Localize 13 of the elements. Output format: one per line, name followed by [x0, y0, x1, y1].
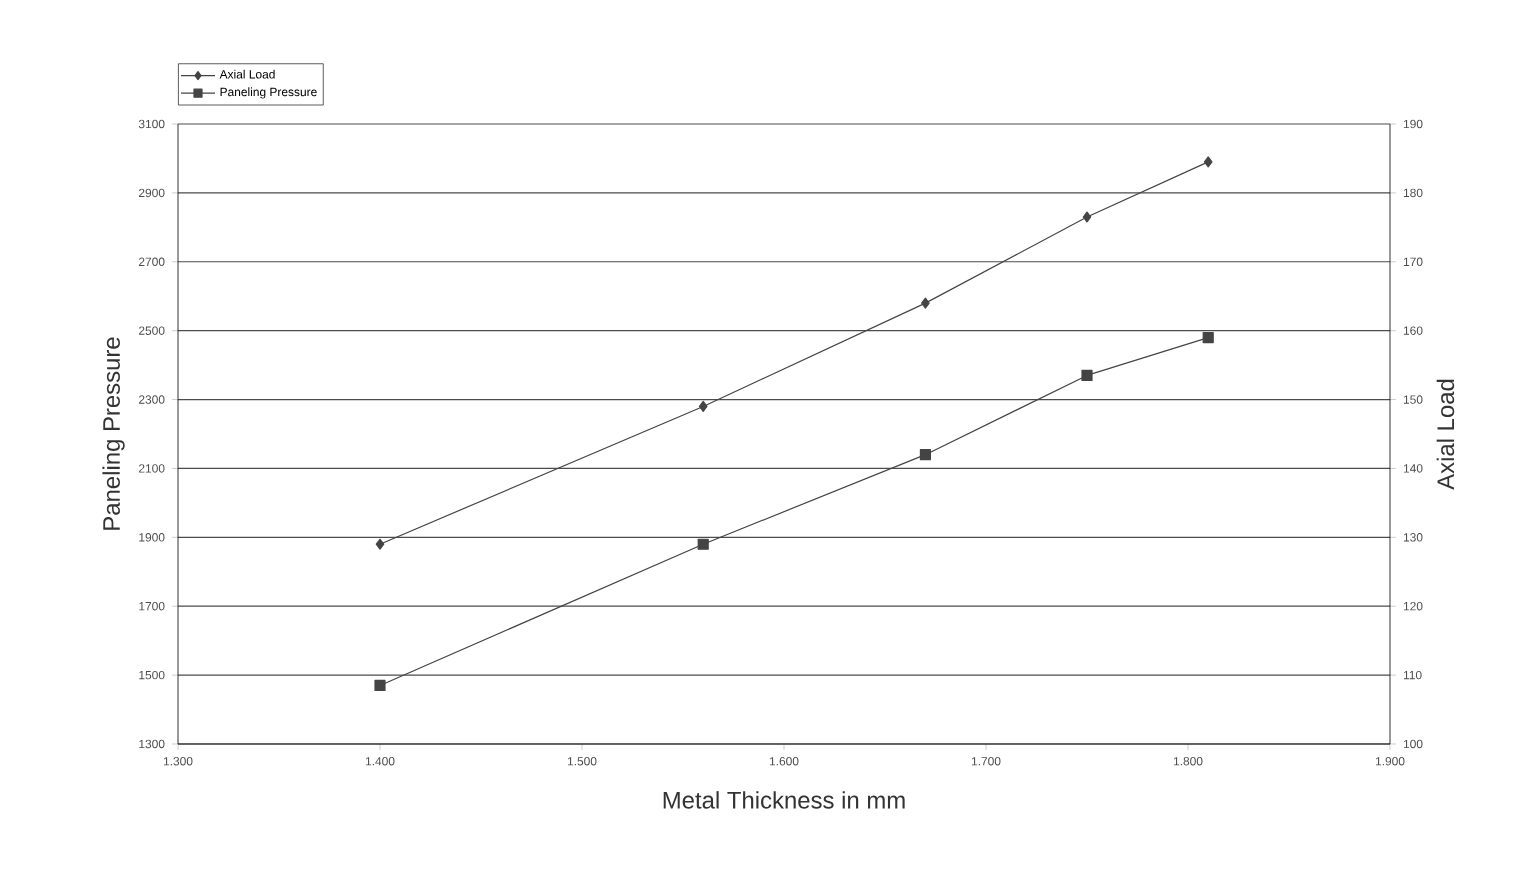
point: [374, 679, 386, 692]
point: [697, 538, 709, 550]
point: [375, 538, 385, 550]
point: [921, 297, 930, 309]
point: [1082, 211, 1092, 223]
point: [919, 449, 931, 461]
x-axis-title: Metal Thickness in mm: [663, 791, 905, 809]
point: [1203, 156, 1213, 168]
point: [1202, 331, 1214, 344]
y-axis-title: Paneling Pressure: [102, 337, 125, 530]
point: [1081, 369, 1093, 382]
y2-axis-title: Axial Load: [1436, 379, 1455, 490]
point: [698, 400, 708, 413]
